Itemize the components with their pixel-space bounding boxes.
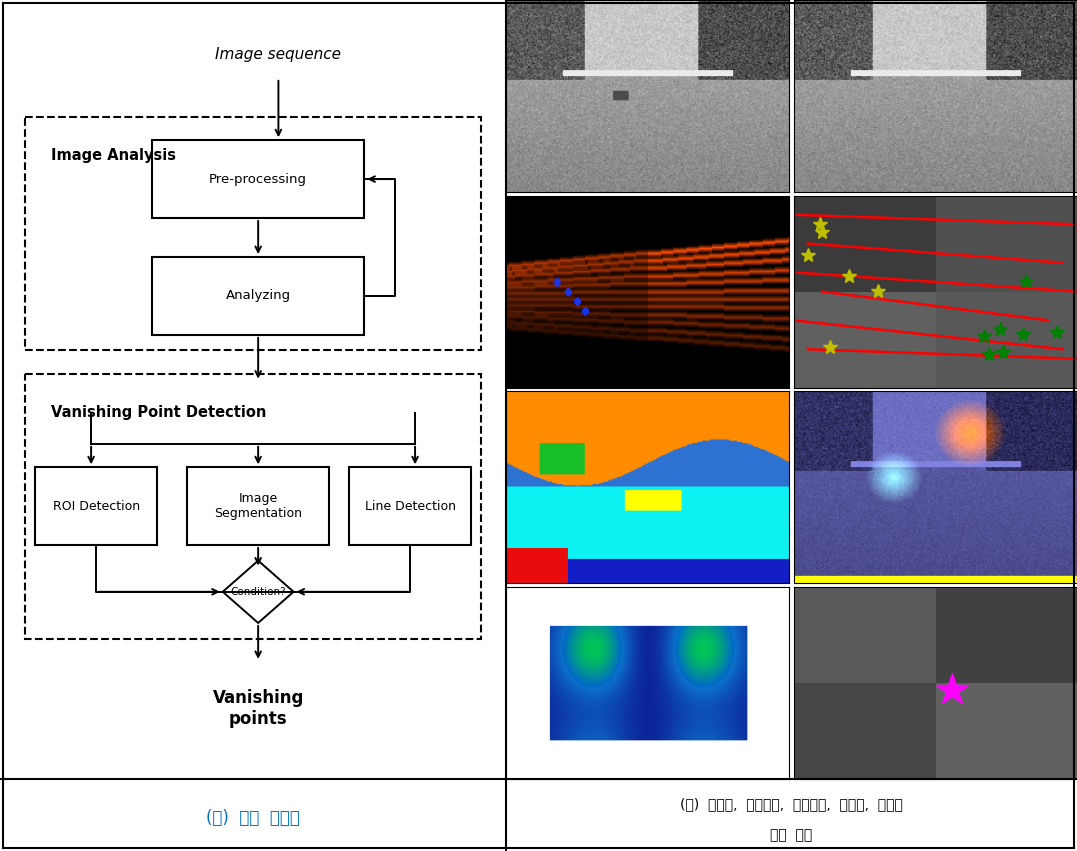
Bar <box>152 140 364 218</box>
Text: Vanishing Point Detection: Vanishing Point Detection <box>51 405 266 420</box>
Bar <box>36 467 157 545</box>
Text: Line Detection: Line Detection <box>364 500 456 512</box>
Text: ROI Detection: ROI Detection <box>53 500 140 512</box>
Text: 검출  결과: 검출 결과 <box>770 828 813 842</box>
Bar <box>26 117 481 351</box>
Bar <box>26 374 481 638</box>
Text: Pre-processing: Pre-processing <box>209 173 307 186</box>
Bar <box>152 257 364 334</box>
Text: Condition?: Condition? <box>230 587 286 597</box>
Bar <box>187 467 330 545</box>
Text: Image sequence: Image sequence <box>215 47 341 62</box>
Text: Image Analysis: Image Analysis <box>51 148 176 163</box>
Bar <box>349 467 471 545</box>
Text: (가)  처리  흐름도: (가) 처리 흐름도 <box>206 809 300 827</box>
Text: (나)  원영상,  직선검출,  영상분할,  현저함,  소실점: (나) 원영상, 직선검출, 영상분할, 현저함, 소실점 <box>681 797 903 811</box>
Text: Analyzing: Analyzing <box>225 289 291 302</box>
Text: Vanishing
points: Vanishing points <box>212 689 304 728</box>
Text: Image
Segmentation: Image Segmentation <box>214 492 303 520</box>
Polygon shape <box>223 561 294 623</box>
